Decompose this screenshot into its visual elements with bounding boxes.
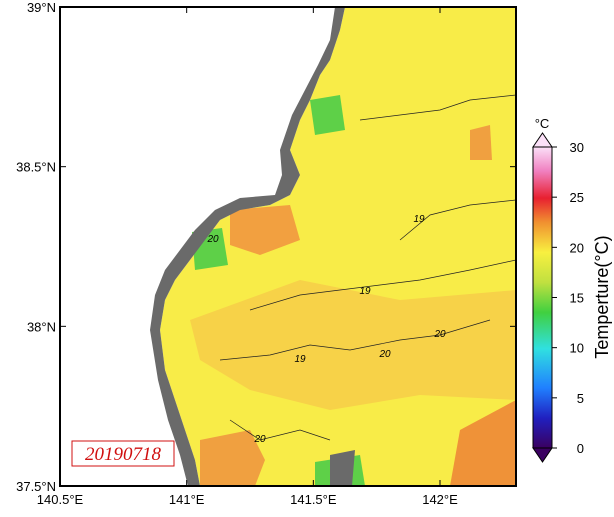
colorbar-tick-label: 15 — [570, 291, 584, 306]
lat-tick-label: 38°N — [27, 319, 56, 334]
lon-tick-label: 140.5°E — [37, 492, 84, 507]
colorbar-max-arrow — [532, 132, 553, 148]
contour-label: 20 — [378, 349, 391, 360]
contour-label: 20 — [253, 434, 266, 445]
lat-tick-label: 39°N — [27, 0, 56, 15]
sst-field — [60, 7, 516, 486]
contour-labels: 19 19 19 20 20 20 20 — [206, 214, 446, 445]
colorbar-tick-label: 10 — [570, 341, 584, 356]
axis-ticks: 140.5°E 141°E 141.5°E 142°E 37.5°N 38°N 38.5°N… — [16, 0, 584, 507]
colorbar-tick-label: 0 — [577, 441, 584, 456]
lon-tick-label: 141.5°E — [290, 492, 337, 507]
colorbar-label: Temperture(°C) — [592, 235, 612, 358]
contour-label: 20 — [206, 234, 219, 245]
colorbar-tick-label: 30 — [570, 140, 584, 155]
lon-tick-label: 141°E — [169, 492, 205, 507]
colorbar-unit: °C — [535, 116, 550, 131]
map-frame — [59, 6, 517, 487]
lat-tick-label: 37.5°N — [16, 479, 56, 494]
lat-tick-label: 38.5°N — [16, 160, 56, 175]
colorbar-min-arrow — [532, 447, 553, 463]
lon-tick-label: 142°E — [422, 492, 458, 507]
contour-label: 19 — [359, 286, 371, 297]
colorbar — [532, 146, 553, 449]
contour-label: 19 — [294, 354, 306, 365]
colorbar-tick-label: 20 — [570, 240, 584, 255]
colorbar-tick-label: 25 — [570, 190, 584, 205]
colorbar-tick-label: 5 — [577, 391, 584, 406]
contour-label: 20 — [433, 329, 446, 340]
date-label: 20190718 — [85, 444, 162, 465]
date-box — [71, 440, 175, 467]
contour-label: 19 — [413, 214, 425, 225]
